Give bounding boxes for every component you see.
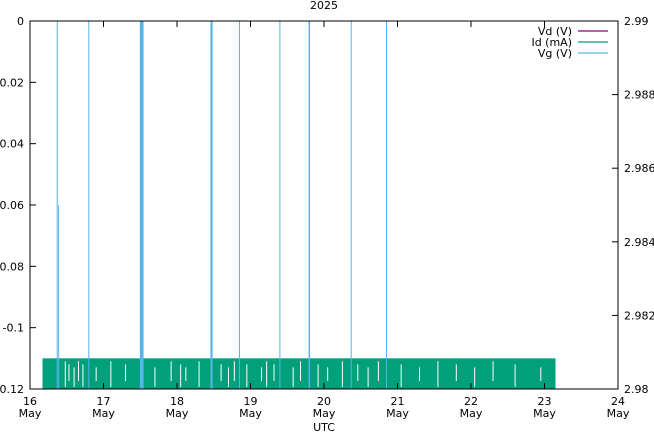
y-left-tick-label: -0.06 xyxy=(0,199,24,212)
series-vg-spike xyxy=(308,21,311,389)
y-left-tick-label: -0.04 xyxy=(0,138,24,151)
x-tick-label-month: May xyxy=(460,407,483,420)
series-vg-spike xyxy=(385,21,387,389)
series-id-ma xyxy=(42,358,556,389)
y-left-tick-label: -0.02 xyxy=(0,76,24,89)
x-tick-label-month: May xyxy=(92,407,115,420)
series-vg-spike xyxy=(279,21,281,389)
x-tick-label-month: May xyxy=(166,407,189,420)
y-left-tick-label: 0 xyxy=(17,15,24,28)
chart-title: 2025 xyxy=(310,0,338,12)
x-tick-label-day: 22 xyxy=(464,395,478,408)
series-vg-spike xyxy=(238,21,240,389)
series-vg-spike xyxy=(139,21,144,389)
x-tick-label-day: 23 xyxy=(538,395,552,408)
y-right-tick-label: 2.988 xyxy=(624,89,654,102)
legend-label: Id (mA) xyxy=(531,36,572,49)
x-tick-label-day: 24 xyxy=(611,395,625,408)
x-tick-label-day: 16 xyxy=(23,395,37,408)
y-left-tick-label: -0.08 xyxy=(0,260,24,273)
x-tick-label-day: 21 xyxy=(391,395,405,408)
x-tick-label-day: 18 xyxy=(170,395,184,408)
x-tick-label-month: May xyxy=(19,407,42,420)
legend: Vd (V)Id (mA)Vg (V) xyxy=(531,25,608,60)
y-left-tick-label: -0.12 xyxy=(0,383,24,396)
legend-label: Vg (V) xyxy=(538,47,572,60)
series-id-band xyxy=(42,358,556,389)
y-right-tick-label: 2.98 xyxy=(624,383,649,396)
y-right-tick-label: 2.986 xyxy=(624,162,654,175)
y-right-tick-label: 2.99 xyxy=(624,15,649,28)
y-axis-left: 0 -0.02 -0.04 -0.06 -0.08 -0.1 -0.12 xyxy=(0,15,36,396)
x-tick-label-month: May xyxy=(533,407,556,420)
x-axis-label: UTC xyxy=(313,421,335,432)
x-tick-label-month: May xyxy=(607,407,630,420)
y-axis-right: 2.99 2.988 2.986 2.984 2.982 2.98 xyxy=(612,15,654,396)
plot-frame xyxy=(29,20,619,390)
series-vg-v xyxy=(56,21,387,389)
series-vg-spike xyxy=(56,21,58,389)
series-vg-spike xyxy=(88,21,90,389)
x-tick-label-month: May xyxy=(239,407,262,420)
legend-label: Vd (V) xyxy=(538,25,572,38)
y-left-tick-label: -0.1 xyxy=(3,322,24,335)
series-vg-spike xyxy=(58,205,60,389)
series-vg-spike xyxy=(350,21,352,389)
y-right-tick-label: 2.984 xyxy=(624,236,654,249)
x-tick-label-day: 20 xyxy=(317,395,331,408)
y-right-tick-label: 2.982 xyxy=(624,309,654,322)
series-vg-spike xyxy=(210,21,213,389)
x-axis: 16May17May18May19May20May21May22May23May… xyxy=(19,21,630,420)
x-tick-label-day: 17 xyxy=(97,395,111,408)
x-tick-label-month: May xyxy=(386,407,409,420)
x-tick-label-month: May xyxy=(313,407,336,420)
x-tick-label-day: 19 xyxy=(244,395,258,408)
